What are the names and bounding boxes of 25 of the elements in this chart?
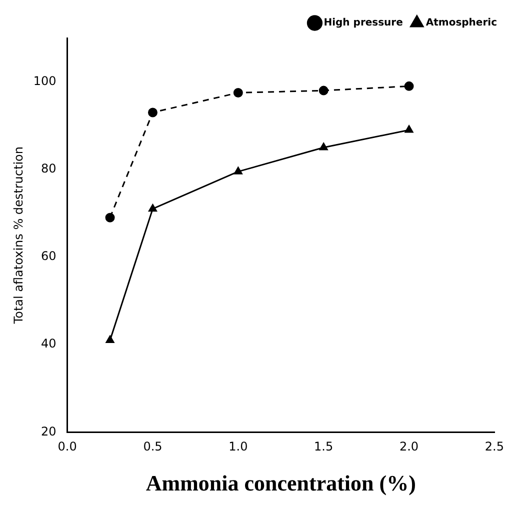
y-tick-label: 100 [33,74,56,88]
x-tick-label: 1.5 [314,440,334,454]
y-tick-label: 60 [41,249,56,264]
point [234,166,242,174]
y-axis-title: Total aflatoxins % destruction [11,146,26,325]
y-tick-label: 80 [41,162,56,176]
legend-label: High pressure [324,18,404,29]
x-tick-label: 0.0 [58,440,77,454]
point [106,335,114,343]
point [319,142,328,150]
x-tick-label: 0.5 [143,440,162,454]
y-tick-label: 40 [41,336,56,351]
legend-label: Atmospheric [426,18,498,29]
x-tick-label: 2.0 [399,440,419,454]
x-tick-label: 2.5 [484,440,504,454]
point [148,108,158,118]
y-tick-label: 20 [41,424,56,438]
point [233,88,243,98]
point [148,204,157,212]
point [318,86,328,96]
x-axis-title: Ammonia concentration (%) [146,470,416,496]
x-tick-label: 1.0 [228,440,248,454]
point [404,125,414,133]
point [105,212,115,222]
point [404,81,414,91]
